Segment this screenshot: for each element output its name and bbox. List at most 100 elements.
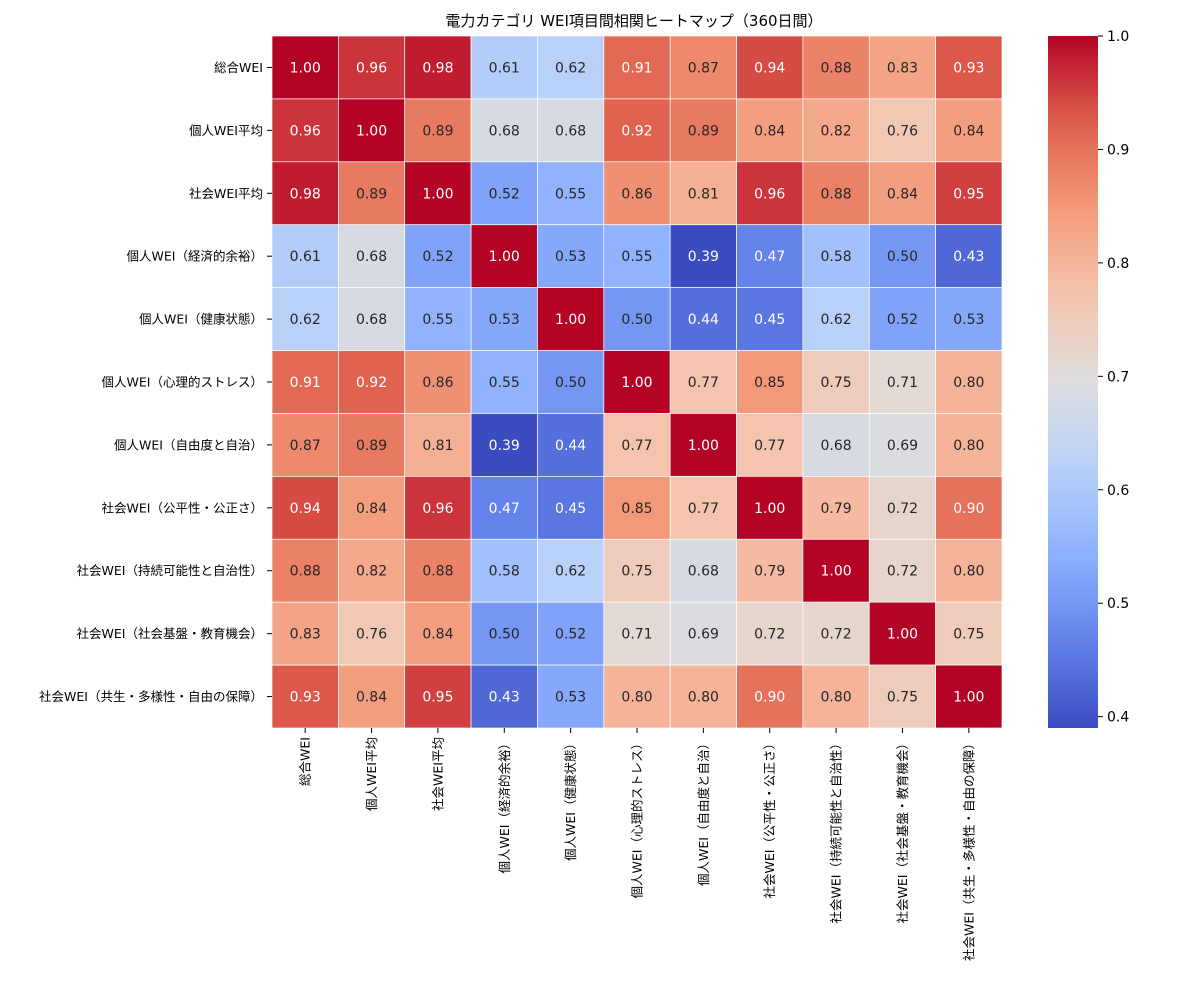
heatmap-cell bbox=[935, 664, 1003, 729]
cell-value-label: 0.44 bbox=[555, 438, 586, 454]
heatmap-cell bbox=[470, 287, 538, 351]
cell-value-label: 1.00 bbox=[356, 123, 387, 139]
cell-value-label: 0.96 bbox=[754, 186, 785, 202]
heatmap-cell bbox=[868, 476, 936, 540]
cell-value-label: 0.75 bbox=[953, 627, 984, 643]
cell-value-label: 0.84 bbox=[422, 627, 453, 643]
heatmap-cell bbox=[404, 601, 472, 666]
heatmap-cell bbox=[868, 224, 936, 288]
cell-value-label: 0.58 bbox=[821, 249, 852, 265]
heatmap-cell bbox=[868, 538, 936, 603]
cell-value-label: 0.39 bbox=[489, 438, 520, 454]
row-label: 個人WEI（経済的余裕） bbox=[127, 249, 263, 264]
row-label: 個人WEI（自由度と自治） bbox=[114, 437, 263, 452]
cell-value-label: 0.88 bbox=[821, 60, 852, 76]
heatmap-cell bbox=[935, 601, 1003, 666]
heatmap-cell bbox=[935, 224, 1003, 288]
heatmap-cell bbox=[470, 476, 538, 540]
cell-value-label: 0.53 bbox=[489, 312, 520, 328]
cell-value-label: 1.00 bbox=[290, 60, 321, 76]
heatmap-cell bbox=[271, 35, 339, 100]
heatmap-cell bbox=[669, 287, 737, 351]
heatmap-cell bbox=[802, 287, 870, 351]
heatmap-cell bbox=[271, 413, 339, 477]
heatmap-cell bbox=[271, 98, 339, 163]
cell-value-label: 0.52 bbox=[489, 186, 520, 202]
cell-value-label: 1.00 bbox=[821, 564, 852, 580]
cell-value-label: 0.58 bbox=[489, 564, 520, 580]
heatmap-cell bbox=[935, 161, 1003, 226]
cell-value-label: 0.84 bbox=[953, 123, 984, 139]
cell-value-label: 0.85 bbox=[621, 501, 652, 517]
cell-value-label: 0.92 bbox=[621, 123, 652, 139]
colorbar-tick-label: 0.6 bbox=[1107, 483, 1129, 499]
cell-value-label: 1.00 bbox=[953, 690, 984, 706]
cell-value-label: 0.50 bbox=[555, 375, 586, 391]
heatmap-cell bbox=[537, 601, 605, 666]
column-label: 個人WEI（経済的余裕） bbox=[497, 737, 512, 873]
heatmap-cell bbox=[603, 664, 671, 729]
cell-value-label: 0.79 bbox=[821, 501, 852, 517]
cell-value-label: 0.72 bbox=[821, 627, 852, 643]
cell-value-label: 0.87 bbox=[290, 438, 321, 454]
heatmap-cell bbox=[802, 538, 870, 603]
heatmap-cell bbox=[669, 161, 737, 226]
cell-value-label: 0.72 bbox=[887, 564, 918, 580]
column-label: 総合WEI bbox=[298, 737, 313, 786]
heatmap-cell bbox=[271, 350, 339, 414]
heatmap-cell bbox=[338, 287, 406, 351]
heatmap-cells: 1.00 0.96 0.98 0.61 0.62 0.91 0.87 0.94 0.88 0.83… bbox=[271, 35, 1003, 729]
cell-value-label: 0.52 bbox=[555, 627, 586, 643]
colorbar: 0.4 0.5 0.6 0.7 0.8 0.9 1.0 bbox=[1048, 29, 1129, 728]
cell-value-label: 0.86 bbox=[621, 186, 652, 202]
colorbar-tick-label: 0.4 bbox=[1107, 710, 1129, 726]
column-label: 社会WEI（共生・多様性・自由の保障） bbox=[961, 737, 976, 961]
cell-value-label: 0.88 bbox=[422, 564, 453, 580]
heatmap-cell bbox=[603, 538, 671, 603]
heatmap-cell bbox=[537, 476, 605, 540]
cell-value-label: 0.61 bbox=[489, 60, 520, 76]
heatmap-cell bbox=[868, 287, 936, 351]
heatmap-cell bbox=[470, 538, 538, 603]
heatmap-cell bbox=[736, 413, 804, 477]
cell-value-label: 0.88 bbox=[290, 564, 321, 580]
heatmap-cell bbox=[470, 601, 538, 666]
heatmap-cell bbox=[868, 35, 936, 100]
heatmap-cell bbox=[470, 224, 538, 288]
heatmap-cell bbox=[271, 601, 339, 666]
row-label: 社会WEI（共生・多様性・自由の保障） bbox=[39, 689, 263, 704]
cell-value-label: 0.91 bbox=[290, 375, 321, 391]
heatmap-cell bbox=[935, 287, 1003, 351]
heatmap-cell bbox=[603, 161, 671, 226]
heatmap-cell bbox=[537, 35, 605, 100]
heatmap-cell bbox=[404, 664, 472, 729]
heatmap-cell bbox=[338, 35, 406, 100]
cell-value-label: 0.87 bbox=[688, 60, 719, 76]
cell-value-label: 0.81 bbox=[422, 438, 453, 454]
cell-value-label: 0.39 bbox=[688, 249, 719, 265]
cell-value-label: 0.77 bbox=[688, 501, 719, 517]
column-label: 社会WEI（社会基盤・教育機会） bbox=[895, 737, 910, 923]
cell-value-label: 1.00 bbox=[489, 249, 520, 265]
column-label: 個人WEI平均 bbox=[364, 737, 379, 811]
column-label: 個人WEI（健康状態） bbox=[563, 737, 578, 861]
heatmap-cell bbox=[669, 413, 737, 477]
cell-value-label: 0.83 bbox=[290, 627, 321, 643]
cell-value-label: 0.50 bbox=[489, 627, 520, 643]
cell-value-label: 0.79 bbox=[754, 564, 785, 580]
colorbar-gradient bbox=[1048, 36, 1098, 728]
heatmap-cell bbox=[736, 664, 804, 729]
colorbar-tick-label: 0.7 bbox=[1107, 369, 1129, 385]
cell-value-label: 0.45 bbox=[555, 501, 586, 517]
colorbar-tick-label: 1.0 bbox=[1107, 29, 1129, 45]
cell-value-label: 0.55 bbox=[555, 186, 586, 202]
heatmap-cell bbox=[736, 98, 804, 163]
heatmap-cell bbox=[470, 413, 538, 477]
cell-value-label: 0.84 bbox=[356, 501, 387, 517]
cell-value-label: 0.71 bbox=[621, 627, 652, 643]
cell-value-label: 0.96 bbox=[356, 60, 387, 76]
column-label: 個人WEI（心理的ストレス） bbox=[630, 737, 645, 898]
